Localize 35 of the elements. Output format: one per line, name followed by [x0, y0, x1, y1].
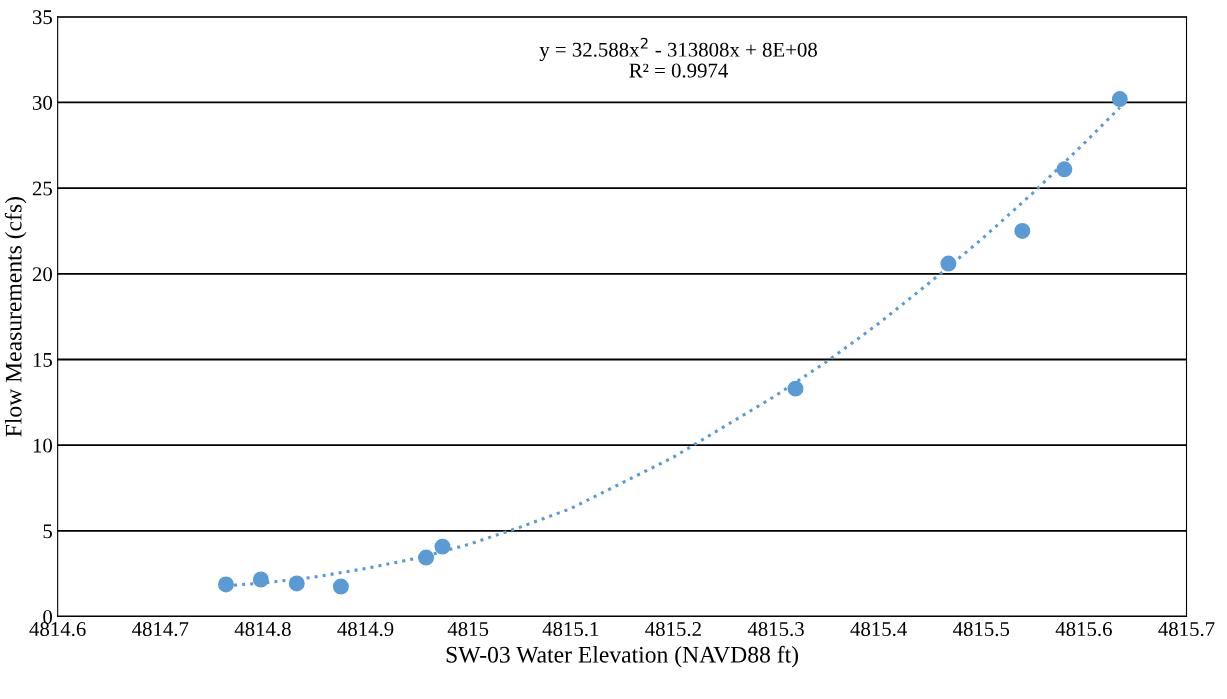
- y-tick-label: 30: [32, 95, 53, 110]
- y-tick-label: 15: [33, 352, 52, 367]
- x-tick-label: 4814.8: [234, 621, 291, 637]
- point: [1111, 91, 1128, 108]
- x-tick-label: 4815.6: [1055, 621, 1112, 637]
- x-axis-title: SW-03 Water Elevation (NAVD88 ft): [446, 645, 799, 668]
- y-tick-label: 20: [32, 267, 53, 282]
- point: [332, 578, 349, 595]
- y-axis-title: Flow Measurements (cfs): [4, 197, 27, 437]
- annotation: R² = 0.9974: [629, 63, 728, 78]
- point: [940, 255, 957, 272]
- point: [252, 571, 269, 588]
- y-tick-label: 25: [32, 181, 52, 196]
- x-tick-label: 4815.3: [747, 621, 804, 637]
- y-tick-label: 0: [43, 609, 53, 624]
- point: [787, 380, 804, 397]
- y-tick-label: 10: [33, 438, 53, 453]
- x-tick-label: 4815: [447, 621, 489, 637]
- x-tick-label: 4814.6: [29, 621, 86, 637]
- point: [418, 549, 435, 566]
- x-tick-label: 4815.5: [953, 621, 1010, 637]
- point: [434, 538, 451, 555]
- point: [217, 576, 234, 593]
- y-tick-label: 35: [32, 10, 52, 25]
- x-tick-label: 4815.2: [645, 621, 701, 637]
- x-tick-label: 4814.7: [132, 621, 189, 637]
- point: [1056, 161, 1073, 178]
- x-tick-label: 4814.9: [337, 621, 394, 637]
- y-tick-label: 5: [43, 524, 52, 539]
- annotation: y = 32.588x$^{2}$ - 313808x + 8E+08: [539, 37, 817, 62]
- x-tick-label: 4815.4: [850, 621, 907, 637]
- point: [1014, 222, 1031, 239]
- x-tick-label: 4815.7: [1158, 621, 1215, 637]
- point: [288, 575, 305, 592]
- x-tick-label: 4815.1: [542, 621, 599, 637]
